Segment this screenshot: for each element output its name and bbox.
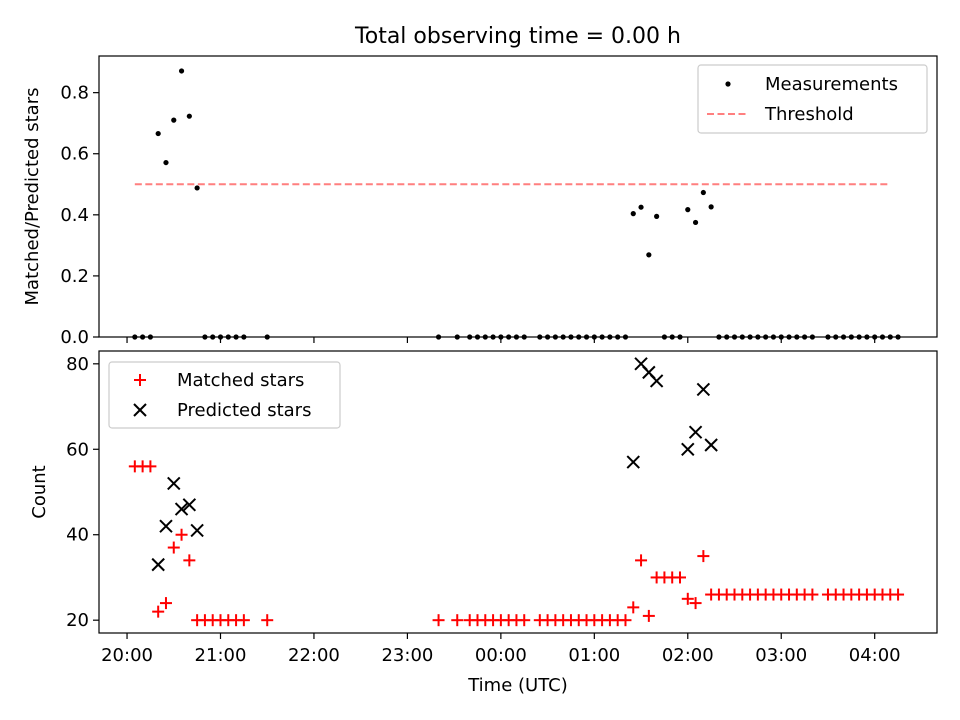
bottom-legend-box — [108, 361, 341, 429]
predicted-star-point — [649, 374, 664, 388]
predicted-star-point — [688, 425, 703, 439]
bottom-y-tick-label: 20 — [66, 610, 89, 631]
legend-threshold-label: Threshold — [764, 104, 854, 125]
matched-star-point — [689, 597, 702, 610]
legend-measurements-label: Measurements — [765, 74, 898, 95]
top-y-tick-label: 0.0 — [60, 327, 89, 348]
matched-star-point — [892, 588, 905, 601]
predicted-star-point — [151, 557, 165, 572]
matched-star-point — [518, 614, 531, 627]
bottom-y-axis-label: Count — [29, 465, 50, 518]
measurement-point — [708, 204, 714, 210]
measurement-point — [700, 189, 706, 196]
measurement-point — [186, 113, 192, 119]
matched-star-point — [673, 571, 686, 584]
matched-star-point — [681, 592, 694, 605]
measurement-point — [171, 117, 177, 123]
measurement-point — [630, 211, 636, 217]
matched-star-point — [806, 588, 819, 601]
measurement-point — [646, 252, 652, 258]
matched-star-point — [167, 541, 180, 554]
measurement-point — [692, 219, 699, 226]
matched-star-point — [635, 554, 648, 567]
measurement-point — [638, 204, 644, 210]
chart-title: Total observing time = 0.00 h — [354, 24, 681, 49]
measurement-point — [178, 68, 185, 74]
matched-star-point — [451, 614, 464, 627]
predicted-star-point — [681, 442, 695, 456]
x-tick-label: 03:00 — [755, 645, 807, 666]
top-axes-frame — [98, 55, 938, 338]
matched-star-point — [144, 460, 157, 473]
top-legend-box — [697, 64, 928, 134]
x-tick-label: 04:00 — [849, 645, 901, 666]
bottom-axes-frame — [98, 350, 938, 634]
predicted-star-point — [704, 438, 718, 452]
matched-star-point — [237, 614, 250, 627]
matched-star-point — [159, 597, 172, 610]
bottom-legend: Matched stars Predicted stars — [108, 361, 341, 429]
bottom-panel: 20 40 60 80 20:00 21:00 22:00 23:00 00:00 01:00 0… — [29, 350, 938, 696]
x-tick-label: 22:00 — [288, 645, 340, 666]
x-tick-label: 01:00 — [568, 645, 620, 666]
predicted-star-point — [696, 382, 711, 397]
predicted-star-point — [182, 498, 197, 512]
predicted-star-point — [167, 476, 181, 491]
predicted-star-point — [190, 523, 204, 538]
bottom-y-tick-label: 40 — [66, 525, 89, 546]
x-tick-label: 23:00 — [381, 645, 433, 666]
measurement-point — [654, 213, 660, 219]
top-y-tick-label: 0.4 — [60, 205, 89, 226]
x-tick-label: 00:00 — [475, 645, 527, 666]
top-y-axis-label: Matched/Predicted stars — [22, 88, 43, 306]
top-y-tick-label: 0.2 — [60, 266, 89, 287]
legend-matched-label: Matched stars — [177, 370, 304, 391]
measurement-point — [163, 159, 169, 166]
matched-star-point — [261, 614, 274, 627]
top-y-tick-label: 0.6 — [60, 144, 89, 165]
x-tick-label: 21:00 — [195, 645, 247, 666]
bottom-y-tick-label: 60 — [66, 439, 89, 460]
bottom-y-tick-label: 80 — [66, 354, 89, 375]
legend-predicted-label: Predicted stars — [177, 400, 311, 421]
matched-star-point — [697, 550, 710, 563]
matched-star-point — [152, 605, 165, 618]
measurement-point — [194, 185, 200, 191]
x-axis-label: Time (UTC) — [467, 675, 568, 696]
x-tick-label: 02:00 — [662, 645, 714, 666]
predicted-star-point — [174, 502, 189, 516]
matched-star-point — [183, 554, 196, 567]
matched-star-point — [432, 614, 445, 627]
matched-star-point — [619, 614, 632, 627]
legend-predicted-marker — [133, 403, 147, 417]
measurement-point — [155, 130, 161, 137]
matched-star-point — [175, 528, 188, 541]
top-legend: Measurements Threshold — [697, 64, 928, 134]
measurement-point — [685, 207, 691, 213]
top-panel: 0.00.20.40.60.8 Matched/Predicted stars … — [22, 55, 938, 348]
top-y-tick-label: 0.8 — [60, 83, 89, 104]
legend-measurements-marker — [725, 81, 731, 87]
legend-matched-marker — [134, 374, 146, 386]
matched-star-point — [642, 609, 655, 622]
matched-star-point — [627, 601, 640, 614]
x-tick-label: 20:00 — [101, 645, 153, 666]
predicted-star-point — [159, 519, 173, 533]
predicted-star-point — [626, 455, 640, 469]
